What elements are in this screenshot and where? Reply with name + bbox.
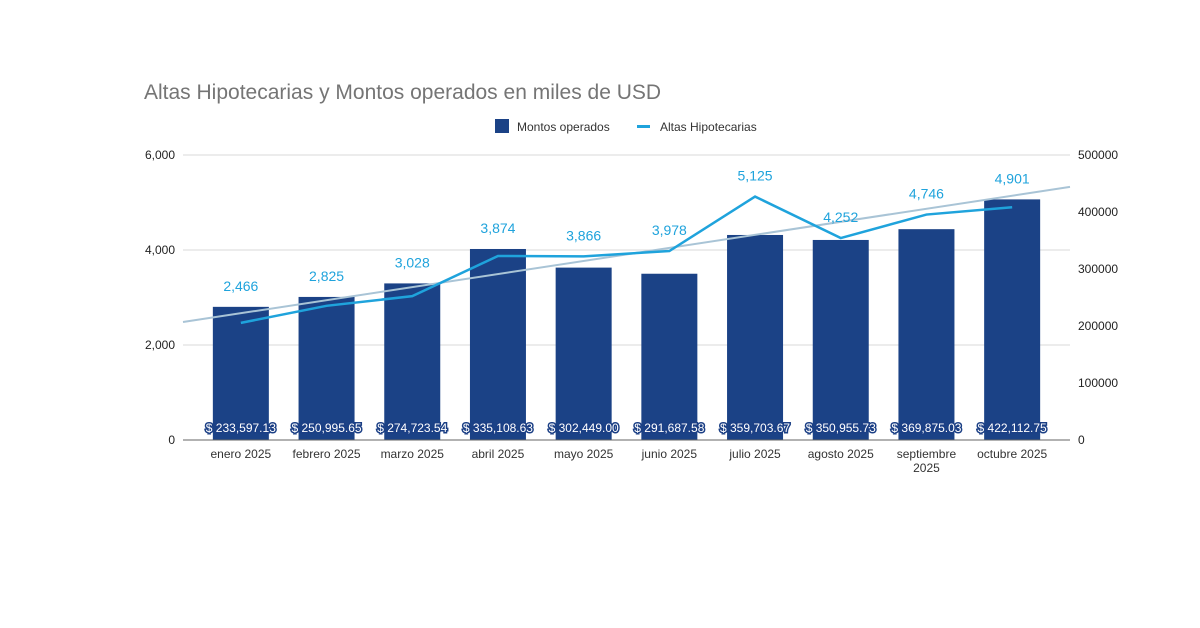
bar: [212, 306, 269, 440]
bar-data-label: $ 274,723.54: [377, 421, 447, 435]
bar-data-label: $ 422,112.75: [978, 421, 1048, 435]
bar: [898, 229, 955, 440]
legend-label-bars: Montos operados: [517, 120, 610, 134]
chart-title: Altas Hipotecarias y Montos operados en …: [144, 81, 661, 104]
bar: [469, 248, 526, 440]
legend: Montos operados Altas Hipotecarias: [495, 119, 757, 134]
line-data-label: 5,125: [738, 168, 773, 184]
x-axis-tick: abril 2025: [472, 447, 525, 461]
x-axis-tick: agosto 2025: [808, 447, 874, 461]
line-series: [240, 195, 1013, 325]
bar-data-label: $ 369,875.03: [891, 421, 961, 435]
bar: [298, 296, 355, 440]
x-axis-tick: julio 2025: [728, 447, 781, 461]
right-axis-tick: 300000: [1078, 262, 1118, 276]
x-axis-tick: marzo 2025: [381, 447, 445, 461]
line-data-label: 2,825: [309, 268, 344, 284]
left-axis-tick: 4,000: [145, 243, 175, 257]
bar: [555, 267, 612, 440]
x-axis-tick: junio 2025: [641, 447, 698, 461]
line-data-label: 3,028: [395, 254, 430, 270]
x-axis-tick: enero 2025: [210, 447, 271, 461]
line-data-label: 4,746: [909, 186, 944, 202]
bar: [812, 239, 869, 440]
right-axis-tick: 200000: [1078, 319, 1118, 333]
line-data-label: 4,901: [995, 170, 1030, 186]
line-data-label: 3,866: [566, 227, 601, 243]
line-data-label: 3,978: [652, 222, 687, 238]
left-axis-tick: 6,000: [145, 148, 175, 162]
right-axis-tick: 100000: [1078, 376, 1118, 390]
right-axis-tick: 0: [1078, 433, 1085, 447]
legend-swatch-bars: [495, 119, 509, 133]
x-axis-tick: mayo 2025: [554, 447, 614, 461]
bar-data-label: $ 359,703.67: [720, 421, 790, 435]
line-data-label: 2,466: [223, 278, 258, 294]
bar: [727, 234, 784, 440]
line-data-label: 4,252: [823, 209, 858, 225]
legend-label-line: Altas Hipotecarias: [660, 120, 757, 134]
bar-data-label: $ 233,597.13: [206, 421, 276, 435]
x-axis-tick: febrero 2025: [293, 447, 361, 461]
bar-data-label: $ 335,108.63: [463, 421, 533, 435]
legend-swatch-line: [637, 125, 650, 128]
x-axis-tick: septiembre: [897, 447, 957, 461]
line-data-label: 3,874: [480, 220, 515, 236]
right-axis-tick: 500000: [1078, 148, 1118, 162]
left-axis-tick: 0: [168, 433, 175, 447]
bar-data-label: $ 302,449.00: [549, 421, 619, 435]
x-axis-tick: octubre 2025: [977, 447, 1047, 461]
bar: [641, 273, 698, 440]
x-axis-tick: 2025: [913, 461, 940, 475]
bar-data-label: $ 250,995.65: [292, 421, 362, 435]
left-axis-tick: 2,000: [145, 338, 175, 352]
bar: [384, 283, 441, 440]
bar: [984, 199, 1041, 440]
right-axis-tick: 400000: [1078, 205, 1118, 219]
bar-data-label: $ 291,687.58: [634, 421, 704, 435]
bar-data-label: $ 350,955.73: [806, 421, 876, 435]
